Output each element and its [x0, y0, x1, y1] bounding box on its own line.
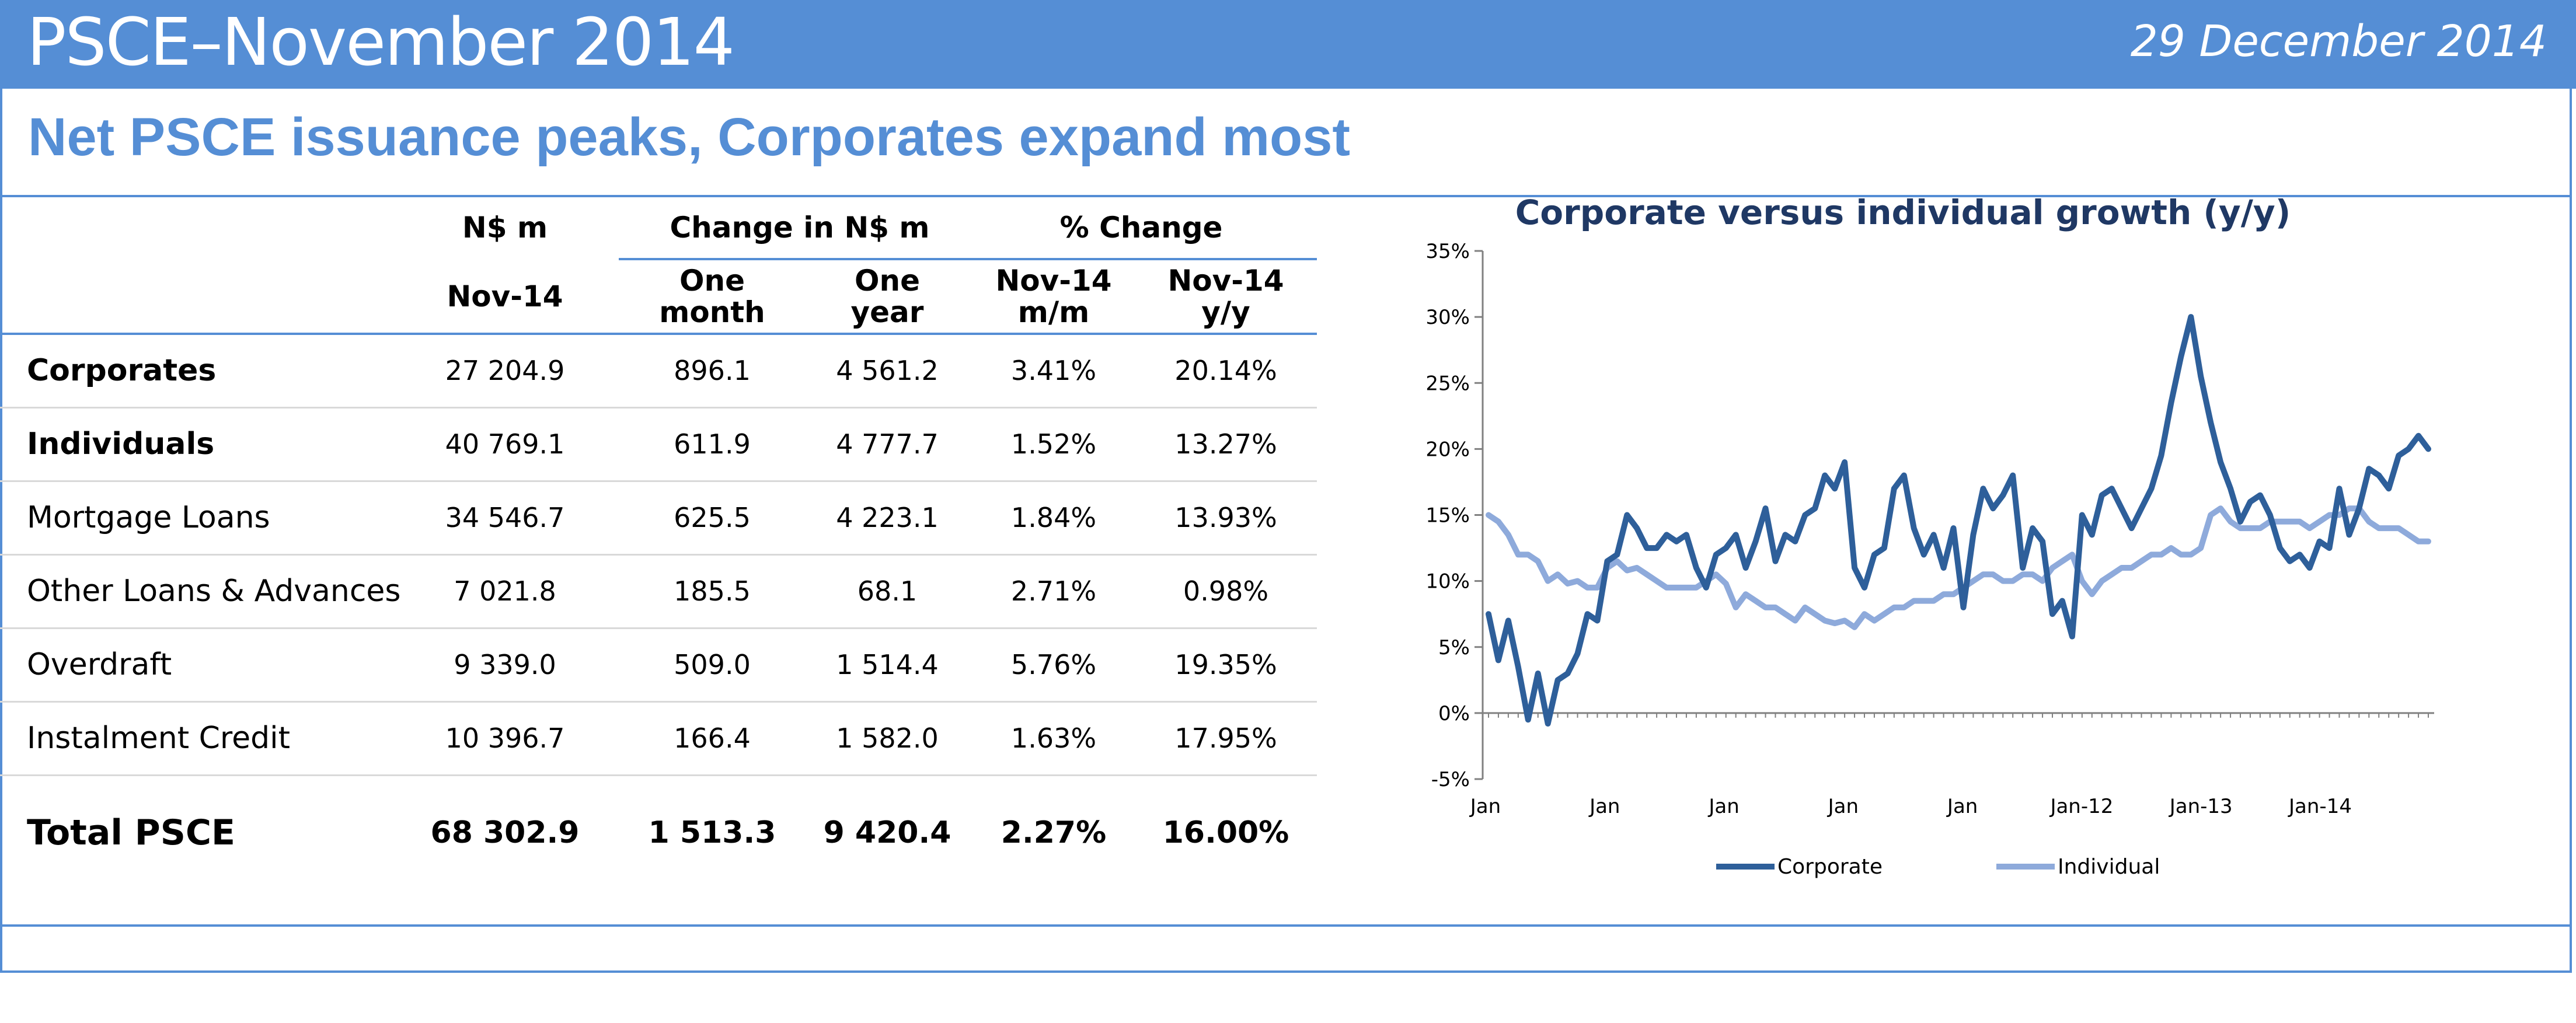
- cell: 4 777.7: [836, 428, 939, 460]
- table-row: Mortgage Loans 34 546.7 625.5 4 223.1 1.…: [0, 482, 1317, 556]
- cell: 1.52%: [1010, 428, 1097, 460]
- cell: 9 339.0: [454, 649, 556, 680]
- cell: 68 302.9: [430, 815, 580, 850]
- x-tick-label: Jan-12: [2049, 795, 2113, 818]
- report-title: PSCE–November 2014: [27, 5, 735, 81]
- y-tick-label: -5%: [1431, 768, 1470, 791]
- table-row: Overdraft 9 339.0 509.0 1 514.4 5.76% 19…: [0, 629, 1317, 703]
- cell: 7 021.8: [454, 575, 556, 607]
- cell: 611.9: [674, 428, 751, 460]
- cell: 509.0: [674, 649, 751, 680]
- column-header: Nov-14: [447, 280, 563, 313]
- y-tick-label: 20%: [1425, 438, 1470, 461]
- x-tick-label: Jan: [1588, 795, 1620, 818]
- growth-line-chart: 35% 30% 25% 20% 15% 10% 5% 0% -5% Jan Jan Jan Jan Jan…: [1425, 240, 2434, 879]
- table-row: Instalment Credit 10 396.7 166.4 1 582.0…: [0, 703, 1317, 776]
- y-tick-label: 5%: [1438, 636, 1470, 659]
- table-total-row: Total PSCE 68 302.9 1 513.3 9 420.4 2.27…: [0, 777, 1317, 888]
- column-header: Nov-14 m/m: [995, 264, 1112, 329]
- cell: 625.5: [674, 502, 751, 533]
- cell: 2.27%: [1001, 815, 1107, 850]
- x-tick-label: Jan: [1946, 795, 1978, 818]
- group-header-divider: [619, 258, 1317, 260]
- row-label: Individuals: [27, 427, 215, 462]
- column-header: Nov-14 y/y: [1167, 264, 1284, 329]
- cell: 5.76%: [1010, 649, 1097, 680]
- x-tick-label: Jan: [1707, 795, 1739, 818]
- x-tick-label: Jan: [1827, 795, 1859, 818]
- x-tick-label: Jan: [1469, 795, 1501, 818]
- cell: 34 546.7: [445, 502, 565, 533]
- cell: 1 514.4: [836, 649, 939, 680]
- total-label: Total PSCE: [27, 812, 236, 853]
- cell: 185.5: [674, 575, 751, 607]
- row-label: Other Loans & Advances: [27, 574, 401, 609]
- x-tick-label: Jan-13: [2169, 795, 2233, 818]
- cell: 0.98%: [1183, 575, 1269, 607]
- cell: 9 420.4: [823, 815, 951, 850]
- table-row: Individuals 40 769.1 611.9 4 777.7 1.52%…: [0, 408, 1317, 482]
- group-header-pct-change: % Change: [1059, 211, 1223, 245]
- y-tick-label: 35%: [1425, 240, 1470, 263]
- cell: 19.35%: [1174, 649, 1277, 680]
- cell: 1 582.0: [836, 722, 939, 754]
- group-header-change: Change in N$ m: [670, 211, 930, 245]
- table-group-header: N$ m Change in N$ m % Change: [0, 197, 1317, 258]
- cell: 40 769.1: [445, 428, 565, 460]
- divider-bottom: [0, 924, 2572, 927]
- cell: 17.95%: [1174, 722, 1277, 754]
- cell: 4 561.2: [836, 355, 939, 386]
- row-label: Overdraft: [27, 647, 172, 682]
- table-column-header: Nov-14 One month One year Nov-14 m/m Nov…: [0, 260, 1317, 333]
- table-row: Corporates 27 204.9 896.1 4 561.2 3.41% …: [0, 335, 1317, 408]
- cell: 68.1: [857, 575, 918, 607]
- cell: 1.84%: [1010, 502, 1097, 533]
- cell: 27 204.9: [445, 355, 565, 386]
- x-tick-label: Jan-14: [2288, 795, 2352, 818]
- cell: 20.14%: [1174, 355, 1277, 386]
- cell: 166.4: [674, 722, 751, 754]
- group-header-nsm: N$ m: [462, 211, 548, 245]
- column-header: One year: [850, 264, 924, 329]
- row-label: Corporates: [27, 353, 217, 388]
- y-tick-label: 10%: [1425, 570, 1470, 593]
- cell: 13.27%: [1174, 428, 1277, 460]
- y-tick-label: 30%: [1425, 306, 1470, 329]
- cell: 4 223.1: [836, 502, 939, 533]
- content-frame: [0, 89, 2572, 973]
- cell: 1 513.3: [648, 815, 776, 850]
- report-date: 29 December 2014: [2130, 16, 2547, 67]
- table-row: Other Loans & Advances 7 021.8 185.5 68.…: [0, 556, 1317, 629]
- cell: 16.00%: [1162, 815, 1289, 850]
- column-header: One month: [659, 264, 765, 329]
- legend-label-individual: Individual: [2058, 855, 2160, 879]
- divider-top: [0, 195, 2572, 197]
- y-tick-label: 25%: [1425, 372, 1470, 395]
- cell: 896.1: [674, 355, 751, 386]
- headline: Net PSCE issuance peaks, Corporates expa…: [28, 107, 1351, 167]
- cell: 2.71%: [1010, 575, 1097, 607]
- series-line-corporate: [1486, 314, 2431, 727]
- header-bar: PSCE–November 2014 29 December 2014: [0, 0, 2576, 89]
- cell: 1.63%: [1010, 722, 1097, 754]
- row-label: Mortgage Loans: [27, 500, 270, 535]
- chart-title: Corporate versus individual growth (y/y): [1515, 193, 2291, 232]
- y-tick-label: 0%: [1438, 702, 1470, 725]
- legend-label-corporate: Corporate: [1777, 855, 1883, 879]
- column-header-divider: [0, 333, 1317, 335]
- cell: 3.41%: [1010, 355, 1097, 386]
- y-tick-label: 15%: [1425, 504, 1470, 528]
- cell: 13.93%: [1174, 502, 1277, 533]
- row-label: Instalment Credit: [27, 721, 290, 756]
- cell: 10 396.7: [445, 722, 565, 754]
